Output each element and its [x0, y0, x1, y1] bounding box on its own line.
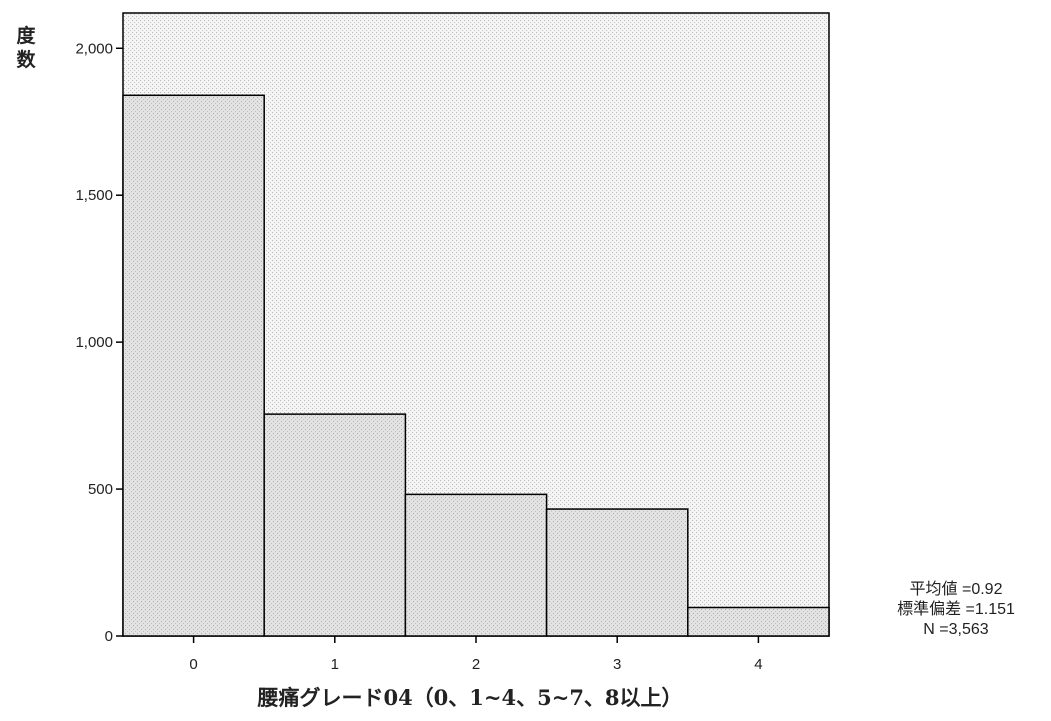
y-tick-label: 500: [88, 481, 113, 498]
stats-std: 標準偏差 =1.151: [897, 600, 1015, 618]
x-tick-label: 2: [472, 656, 480, 673]
bars-group: [122, 94, 830, 637]
x-axis: 0 1 2 3 4: [189, 636, 763, 673]
x-tick-label: 1: [331, 656, 339, 673]
bar-4: [687, 606, 830, 637]
x-tick-label: 0: [189, 656, 197, 673]
x-tick-label: 4: [754, 656, 762, 673]
x-tick-label: 3: [613, 656, 621, 673]
stats-n: N =3,563: [923, 621, 988, 638]
y-tick-label: 0: [105, 628, 113, 645]
bar-0: [122, 94, 265, 637]
y-axis: 0 500 1,000 1,500 2,000: [75, 40, 123, 645]
y-tick-label: 1,000: [75, 334, 113, 351]
x-axis-title: 腰痛グレード04（0、1~4、5~7、8以上）: [256, 685, 682, 710]
bar-1: [263, 413, 407, 637]
y-tick-label: 2,000: [75, 40, 113, 57]
bar-2: [404, 493, 548, 637]
y-axis-label-char-1: 度: [16, 24, 36, 47]
y-axis-label-char-2: 数: [16, 48, 36, 71]
stats-mean: 平均値 =0.92: [910, 580, 1003, 598]
bar-3: [545, 508, 689, 637]
y-tick-label: 1,500: [75, 187, 113, 204]
